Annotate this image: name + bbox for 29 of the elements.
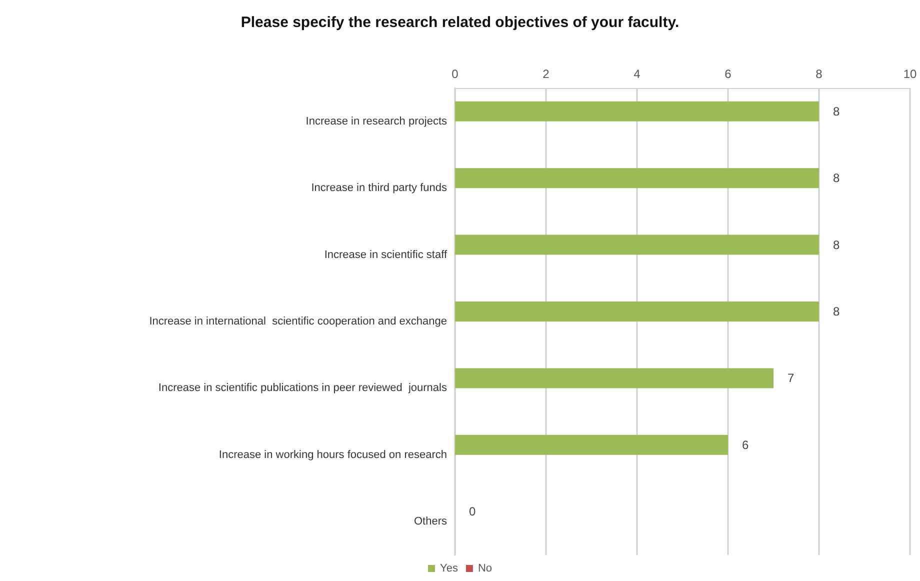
bar: [455, 368, 774, 388]
y-tick-label: Increase in international scientific cooperation and exchange: [149, 316, 447, 328]
y-tick-label: Increase in working hours focused on research: [218, 448, 447, 461]
chart-title: Please specify the research related objectives of your faculty.: [240, 14, 680, 31]
y-tick-label: Others: [414, 516, 448, 528]
data-label: 8: [833, 304, 840, 318]
x-tick-label: 0: [452, 67, 459, 81]
data-label: 0: [469, 504, 476, 519]
data-label: 6: [742, 438, 749, 452]
x-tick-label: 4: [634, 67, 641, 81]
bar: [455, 168, 819, 188]
bar: [455, 434, 728, 455]
y-tick-label: Increase in scientific publications in peer reviewed journals: [158, 382, 448, 394]
bar: [455, 302, 819, 322]
bar: [455, 101, 819, 122]
data-label: 7: [788, 371, 794, 386]
x-tick-label: 8: [816, 67, 823, 81]
x-tick-label: 10: [903, 67, 917, 81]
data-label: 8: [833, 104, 840, 118]
legend-label: No: [478, 562, 492, 574]
bar: [455, 234, 819, 255]
y-tick-label: Increase in third party funds: [311, 182, 448, 194]
data-label: 8: [833, 238, 840, 252]
y-tick-label: Increase in research projects: [306, 115, 448, 128]
data-label: 8: [833, 171, 840, 186]
y-tick-label: Increase in scientific staff: [324, 248, 448, 261]
x-tick-label: 6: [724, 67, 732, 81]
legend-label: Yes: [440, 562, 458, 574]
x-tick-label: 2: [542, 67, 550, 81]
